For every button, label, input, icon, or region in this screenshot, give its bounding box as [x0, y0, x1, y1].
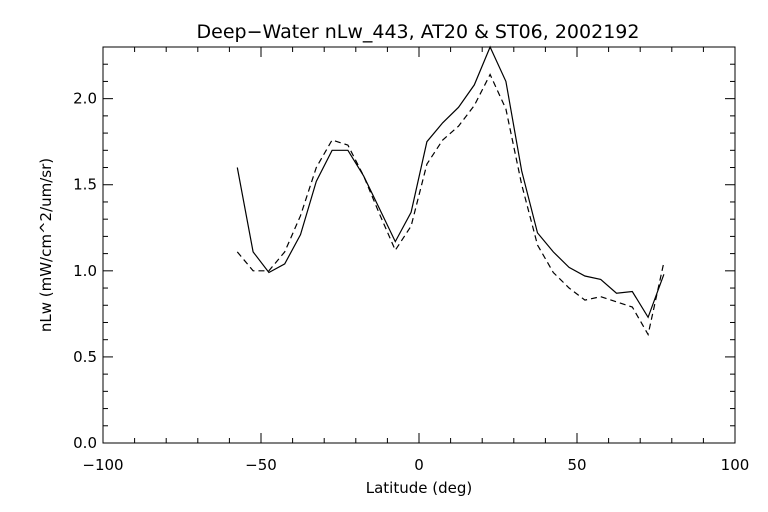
y-tick-labels: 0.0 0.5 1.0 1.5 2.0 — [73, 90, 97, 452]
x-tick-label: 100 — [721, 456, 750, 474]
y-tick-label: 0.5 — [73, 348, 97, 366]
y-tick-label: 1.0 — [73, 262, 97, 280]
x-tick-label: −100 — [82, 456, 123, 474]
series-line-dashed — [236, 73, 665, 337]
y-tick-label: 2.0 — [73, 90, 97, 108]
x-tick-labels: −100 −50 0 50 100 — [82, 456, 749, 474]
x-axis-label: Latitude (deg) — [366, 479, 472, 497]
x-tick-label: −50 — [245, 456, 277, 474]
series-group — [236, 45, 665, 337]
y-tick-label: 0.0 — [73, 434, 97, 452]
x-tick-label: 0 — [414, 456, 424, 474]
plot-frame — [102, 46, 736, 444]
axis-ticks — [102, 46, 736, 444]
series-line-solid — [236, 45, 665, 319]
y-axis-label: nLw (mW/cm^2/um/sr) — [37, 158, 55, 332]
x-tick-label: 50 — [567, 456, 586, 474]
chart-title: Deep−Water nLw_443, AT20 & ST06, 2002192 — [197, 21, 640, 43]
y-tick-label: 1.5 — [73, 176, 97, 194]
